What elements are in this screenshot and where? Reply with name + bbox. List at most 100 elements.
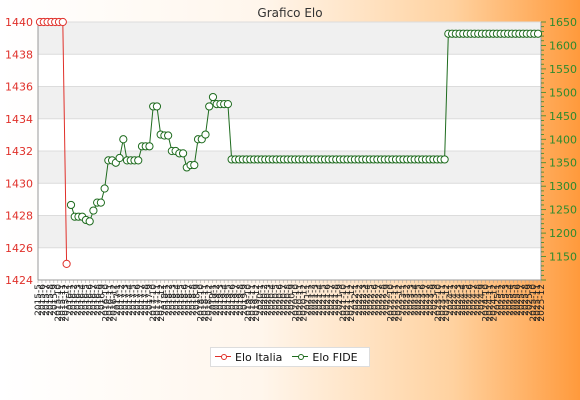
x-tick-label: 2015-6 xyxy=(38,284,48,316)
legend-item-elo-italia: Elo Italia xyxy=(215,351,282,364)
right-tick-label: 1450 xyxy=(549,110,577,123)
legend-item-elo-fide: Elo FIDE xyxy=(292,351,358,364)
left-tick-label: 1426 xyxy=(5,242,33,255)
elo-fide-point xyxy=(223,99,233,109)
x-tick-label: 2019-7 xyxy=(232,284,242,316)
x-tick-label: 2024-8 xyxy=(474,284,484,316)
x-tick-label: 2025-7 xyxy=(517,284,527,316)
x-tick-label: 2023-7 xyxy=(422,284,432,316)
x-tick-label: 2023-3 xyxy=(406,284,416,316)
x-tick-label: 2023-10 xyxy=(434,284,444,322)
right-tick-label: 1650 xyxy=(549,16,577,29)
elo-fide-point xyxy=(66,200,76,210)
x-tick-label: 2022-12 xyxy=(394,284,404,322)
x-tick-label: 2023-5 xyxy=(414,284,424,316)
x-tick-label: 2020-3 xyxy=(264,284,274,316)
x-tick-label: 2022-6 xyxy=(371,284,381,316)
x-tick-label: 2016-7 xyxy=(89,284,99,316)
x-tick-label: 2017-10 xyxy=(149,284,159,322)
x-tick-label: 2021-12 xyxy=(347,284,357,322)
x-tick-label: 2017-8 xyxy=(141,284,151,316)
x-tick-label: 2021-2 xyxy=(307,284,317,316)
right-tick-label: 1350 xyxy=(549,157,577,170)
x-tick-label: 2020-9 xyxy=(287,284,297,316)
x-tick-label: 2019-5 xyxy=(224,284,234,316)
x-tick-label: 2019-6 xyxy=(228,284,238,316)
series-elo-fide xyxy=(66,29,543,226)
x-tick-label: 2022-8 xyxy=(379,284,389,316)
grid-band xyxy=(38,86,541,119)
x-tick-label: 2021-4 xyxy=(315,284,325,316)
elo-fide-point xyxy=(190,160,199,170)
grid-band xyxy=(38,22,541,55)
legend-fide-marker-icon xyxy=(292,352,309,362)
x-tick-label: 2017-11 xyxy=(153,284,163,322)
elo-italia-point xyxy=(58,17,67,27)
x-tick-label: 2025-6 xyxy=(513,284,523,316)
x-tick-label: 2023-4 xyxy=(410,284,420,316)
x-tick-label: 2016-5 xyxy=(82,284,92,316)
x-tick-label: 2023-1 xyxy=(398,284,408,316)
x-tick-label: 2020-11 xyxy=(295,284,305,322)
x-tick-label: 2021-9 xyxy=(335,284,345,316)
x-tick-label: 2016-8 xyxy=(93,284,103,316)
x-tick-label: 2024-12 xyxy=(489,284,499,322)
right-tick-label: 1550 xyxy=(549,63,577,76)
x-tick-label: 2020-10 xyxy=(291,284,301,322)
x-tick-label: 2023-11 xyxy=(438,284,448,322)
elo-fide-point xyxy=(89,206,98,215)
x-tick-label: 2019-3 xyxy=(216,284,226,316)
x-tick-label: 2024-10 xyxy=(482,284,492,322)
x-tick-label: 2025-1 xyxy=(493,284,503,316)
x-tick-label: 2018-3 xyxy=(169,284,179,316)
elo-fide-point xyxy=(119,135,128,144)
elo-fide-point xyxy=(533,29,543,38)
x-tick-label: 2023-12 xyxy=(442,284,452,322)
x-axis: 2015-52015-62015-72015-82015-92015-10201… xyxy=(34,279,547,322)
x-tick-label: 2021-8 xyxy=(331,284,341,316)
x-tick-label: 2019-11 xyxy=(248,284,258,322)
x-tick-label: 2019-4 xyxy=(220,284,230,316)
legend-italia-marker-icon xyxy=(215,352,231,362)
x-tick-label: 2020-4 xyxy=(268,284,278,316)
x-tick-label: 2018-4 xyxy=(173,284,183,316)
right-tick-label: 1250 xyxy=(549,204,577,217)
x-tick-label: 2024-2 xyxy=(450,284,460,316)
elo-fide-point xyxy=(100,184,109,193)
right-tick-label: 1400 xyxy=(549,133,577,146)
x-tick-label: 2025-9 xyxy=(525,284,535,316)
x-tick-label: 2025-8 xyxy=(521,284,531,316)
x-tick-label: 2015-8 xyxy=(46,284,56,316)
x-tick-label: 2016-12 xyxy=(109,284,119,322)
left-tick-label: 1434 xyxy=(5,113,33,126)
x-tick-label: 2025-3 xyxy=(501,284,511,316)
x-tick-label: 2024-9 xyxy=(478,284,488,316)
x-tick-label: 2025-10 xyxy=(529,284,539,322)
x-tick-label: 2021-7 xyxy=(327,284,337,316)
x-tick-label: 2022-5 xyxy=(367,284,377,316)
x-tick-label: 2018-6 xyxy=(181,284,191,316)
left-tick-label: 1428 xyxy=(5,210,33,223)
series-elo-italia xyxy=(35,17,71,268)
x-tick-label: 2021-5 xyxy=(319,284,329,316)
x-tick-label: 2015-7 xyxy=(42,284,52,316)
elo-fide-point xyxy=(201,130,210,139)
x-tick-label: 2016-11 xyxy=(105,284,115,322)
chart-title: Grafico Elo xyxy=(257,6,322,20)
left-y-axis: 1424 1426 1428 1430 1432 1434 1436 1438 1440 xyxy=(5,16,39,287)
x-tick-label: 2022-4 xyxy=(363,284,373,316)
x-tick-label: 2015-10 xyxy=(54,284,64,322)
x-tick-label: 2019-12 xyxy=(252,284,262,322)
x-tick-label: 2017-1 xyxy=(113,284,123,316)
x-tick-label: 2023-2 xyxy=(402,284,412,316)
x-tick-label: 2017-2 xyxy=(117,284,127,316)
right-y-axis: 1150 1200 1250 1300 1350 1400 1450 1500 1550 1600… xyxy=(540,16,577,281)
x-tick-label: 2022-11 xyxy=(390,284,400,322)
x-tick-label: 2018-2 xyxy=(165,284,175,316)
x-tick-label: 2025-2 xyxy=(497,284,507,316)
right-tick-label: 1200 xyxy=(549,227,577,240)
x-tick-label: 2024-1 xyxy=(446,284,456,316)
chart-legend: Elo Italia Elo FIDE xyxy=(210,347,370,367)
x-tick-label: 2020-6 xyxy=(276,284,286,316)
